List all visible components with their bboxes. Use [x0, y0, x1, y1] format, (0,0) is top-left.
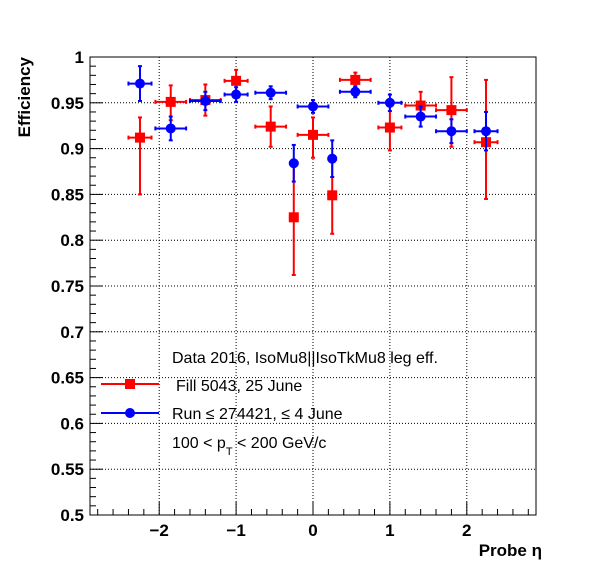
data-series: [127, 65, 499, 277]
legend-label-run: Run ≤ 274421, ≤ 4 June: [172, 406, 343, 423]
data-point-circle: [134, 78, 145, 89]
legend-entry-run: Run ≤ 274421, ≤ 4 June: [101, 406, 343, 423]
pt-suffix: < 200 GeV/c: [233, 435, 327, 452]
legend-label-fill: Fill 5043, 25 June: [176, 378, 302, 395]
y-tick-label: 0.9: [60, 140, 84, 159]
data-point-square: [308, 129, 318, 140]
data-point-square: [350, 74, 361, 85]
data-point-circle: [231, 89, 242, 100]
y-tick-label: 0.7: [60, 323, 84, 342]
data-point-circle: [384, 97, 395, 108]
data-point-circle: [481, 126, 492, 137]
series-run-274421: [127, 65, 499, 183]
data-point-square: [446, 105, 457, 116]
data-point-circle: [350, 86, 361, 97]
pt-prefix: 100 < p: [172, 435, 226, 452]
x-axis-title: Probe η: [479, 541, 542, 560]
pt-range-label: 100 < pT < 200 GeV/c: [172, 435, 326, 458]
y-tick-label: 0.55: [51, 460, 84, 479]
data-point-square: [265, 121, 276, 132]
y-tick-label: 1: [75, 48, 84, 67]
data-point-circle: [165, 123, 176, 134]
data-point-square: [231, 75, 242, 86]
data-point-circle: [327, 153, 338, 164]
data-point-square: [327, 190, 338, 201]
data-point-circle: [200, 95, 211, 106]
data-point-circle: [308, 101, 318, 112]
legend-marker-circle: [125, 408, 135, 418]
legend-marker-square: [125, 379, 135, 389]
y-tick-label: 0.85: [51, 185, 84, 204]
x-tick-label: 0: [308, 521, 317, 540]
y-tick-label: 0.5: [60, 506, 84, 525]
data-point-square: [384, 122, 395, 133]
y-tick-label: 0.8: [60, 231, 84, 250]
y-tick-label: 0.75: [51, 277, 84, 296]
data-point-circle: [288, 158, 299, 169]
tick-labels: −2 −1 0 1 2 0.5 0.55 0.6 0.65 0.7 0.75 0.8 0.85 0.9 0.…: [51, 48, 472, 540]
legend-entry-fill: Fill 5043, 25 June: [101, 378, 302, 395]
pt-subscript: T: [226, 446, 233, 458]
legend: Data 2016, IsoMu8||IsoTkMu8 leg eff. Fil…: [101, 350, 438, 458]
data-point-circle: [446, 126, 457, 137]
legend-header: Data 2016, IsoMu8||IsoTkMu8 leg eff.: [172, 350, 438, 367]
x-tick-label: 1: [385, 521, 394, 540]
y-tick-label: 0.6: [60, 414, 84, 433]
axis-ticks: [90, 56, 529, 516]
data-point-square: [165, 96, 176, 107]
data-point-square: [288, 212, 299, 223]
x-tick-label: −2: [150, 521, 169, 540]
y-tick-label: 0.95: [51, 94, 84, 113]
x-tick-label: −1: [226, 521, 245, 540]
data-point-circle: [265, 87, 276, 98]
y-axis-title: Efficiency: [15, 56, 34, 137]
y-tick-label: 0.65: [51, 369, 84, 388]
data-point-circle: [415, 111, 426, 122]
data-point-square: [134, 132, 145, 143]
x-tick-label: 2: [462, 521, 471, 540]
